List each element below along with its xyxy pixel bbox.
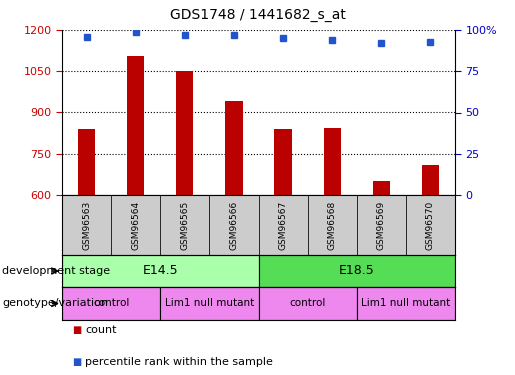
Text: Lim1 null mutant: Lim1 null mutant [165,298,254,309]
Text: GSM96564: GSM96564 [131,200,140,250]
Text: percentile rank within the sample: percentile rank within the sample [85,357,273,367]
Bar [323,128,341,195]
Bar [406,195,455,255]
Bar [274,129,291,195]
Bar [160,195,210,255]
Bar [111,195,160,255]
Text: development stage: development stage [2,266,110,276]
Bar [373,181,390,195]
Bar [62,195,111,255]
Text: GSM96567: GSM96567 [279,200,287,250]
Bar [357,195,406,255]
Bar [210,195,259,255]
Bar [176,71,194,195]
Text: ■: ■ [72,357,81,367]
Bar [78,129,95,195]
Text: genotype/variation: genotype/variation [2,298,108,309]
Text: GSM96565: GSM96565 [180,200,190,250]
Bar [422,165,439,195]
Text: GSM96566: GSM96566 [230,200,238,250]
Bar [259,195,307,255]
Bar [259,255,455,287]
Text: GDS1748 / 1441682_s_at: GDS1748 / 1441682_s_at [169,8,346,22]
Bar [160,287,259,320]
Bar [127,56,144,195]
Text: E18.5: E18.5 [339,264,374,278]
Text: Lim1 null mutant: Lim1 null mutant [361,298,451,309]
Text: control: control [289,298,326,309]
Bar [259,287,357,320]
Text: GSM96570: GSM96570 [426,200,435,250]
Text: control: control [93,298,129,309]
Bar [62,255,259,287]
Text: ■: ■ [72,325,81,335]
Text: E14.5: E14.5 [143,264,178,278]
Bar [62,287,160,320]
Text: GSM96569: GSM96569 [377,200,386,250]
Bar [226,102,243,195]
Text: count: count [85,325,117,335]
Bar [307,195,357,255]
Bar [357,287,455,320]
Text: GSM96563: GSM96563 [82,200,91,250]
Text: GSM96568: GSM96568 [328,200,337,250]
